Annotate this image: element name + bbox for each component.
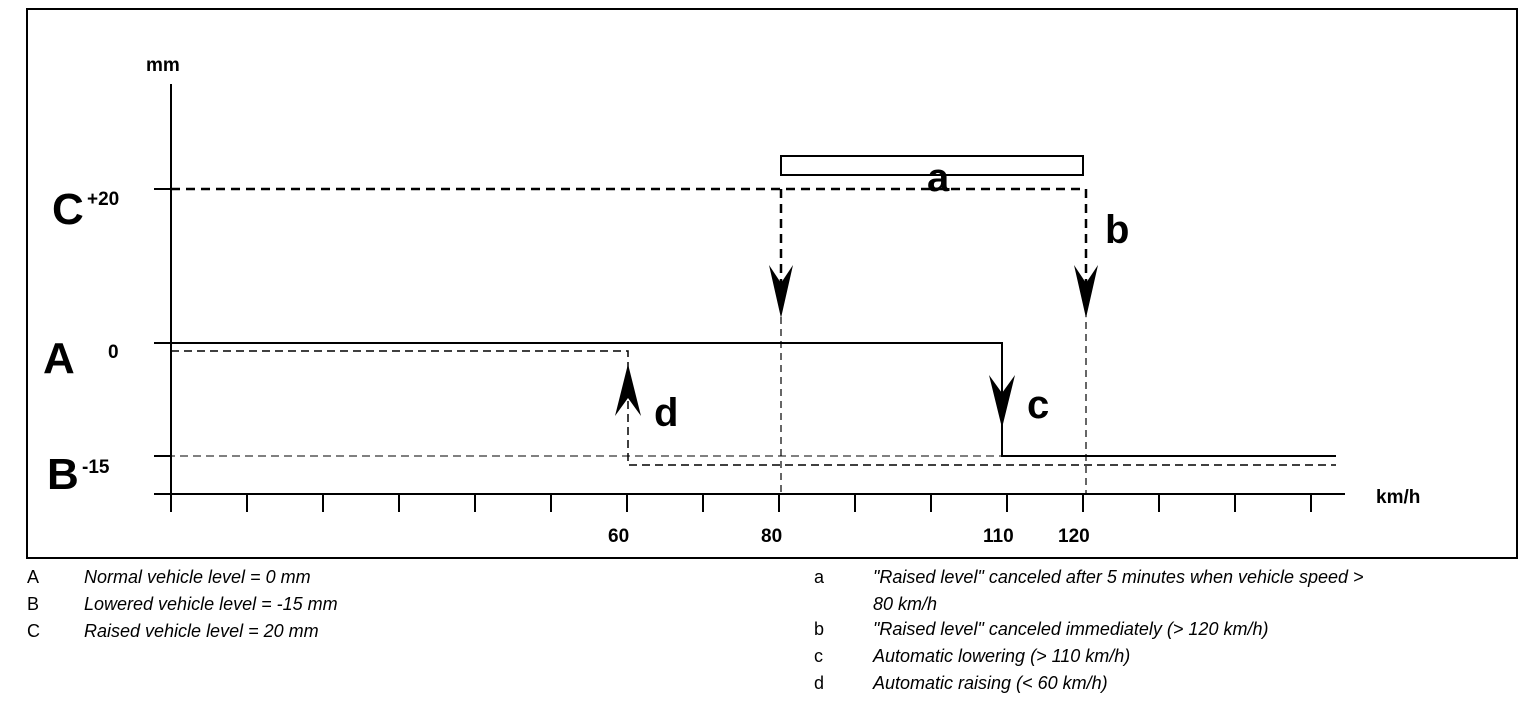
level-c-letter: C bbox=[52, 185, 84, 234]
legend-key: A bbox=[27, 567, 40, 587]
callout-d: d bbox=[654, 391, 678, 435]
level-a-letter: A bbox=[43, 334, 75, 383]
x-tick-label-60: 60 bbox=[608, 526, 629, 547]
level-b-letter: B bbox=[47, 450, 79, 499]
legend-key: d bbox=[814, 673, 825, 693]
level-c-value: +20 bbox=[87, 189, 119, 210]
legend-text: Raised vehicle level = 20 mm bbox=[84, 621, 319, 641]
raising-path bbox=[171, 350, 1336, 466]
callout-a: a bbox=[927, 156, 950, 200]
legend-key: B bbox=[27, 594, 40, 614]
legend-item-d-transition: d Automatic raising (< 60 km/h) bbox=[814, 670, 1514, 697]
level-a-value: 0 bbox=[108, 342, 119, 363]
legend-levels: A Normal vehicle level = 0 mm B Lowered … bbox=[27, 564, 587, 645]
legend-key: c bbox=[814, 646, 823, 666]
legend-item-c: C Raised vehicle level = 20 mm bbox=[27, 618, 587, 645]
legend-key: C bbox=[27, 621, 40, 641]
legend-key: a bbox=[814, 567, 825, 587]
legend-item-a-transition: a "Raised level" canceled after 5 minute… bbox=[814, 564, 1514, 616]
legend-text-line1: "Raised level" canceled after 5 minutes … bbox=[873, 567, 1364, 587]
x-tick-label-80: 80 bbox=[761, 526, 782, 547]
legend-key: b bbox=[814, 619, 825, 639]
legend-transitions: a "Raised level" canceled after 5 minute… bbox=[814, 564, 1514, 697]
x-tick-label-110: 110 bbox=[983, 526, 1014, 547]
legend-text: Lowered vehicle level = -15 mm bbox=[84, 594, 338, 614]
x-tick-marks bbox=[170, 494, 1312, 512]
legend-text: "Raised level" canceled after 5 minutes … bbox=[873, 564, 1364, 618]
legend-item-b-transition: b "Raised level" canceled immediately (>… bbox=[814, 616, 1514, 643]
x-unit-label: km/h bbox=[1376, 487, 1420, 508]
legend-item-a: A Normal vehicle level = 0 mm bbox=[27, 564, 587, 591]
arrow-down-110-icon bbox=[989, 375, 1015, 428]
legend-item-b: B Lowered vehicle level = -15 mm bbox=[27, 591, 587, 618]
diagram-frame bbox=[26, 8, 1518, 559]
arrow-up-60-icon bbox=[615, 364, 641, 416]
raised-level-line bbox=[171, 187, 1088, 310]
legend-text: Automatic raising (< 60 km/h) bbox=[873, 673, 1108, 693]
legend-item-c-transition: c Automatic lowering (> 110 km/h) bbox=[814, 643, 1514, 670]
legend-text: Normal vehicle level = 0 mm bbox=[84, 567, 311, 587]
bracket-a bbox=[780, 155, 1084, 176]
callout-b: b bbox=[1105, 208, 1129, 252]
level-b-value: -15 bbox=[82, 457, 110, 478]
normal-level-line bbox=[171, 342, 1336, 457]
y-unit-label: mm bbox=[146, 55, 180, 76]
callout-c: c bbox=[1027, 383, 1049, 427]
arrow-down-80-icon bbox=[769, 265, 793, 318]
legend-text: Automatic lowering (> 110 km/h) bbox=[873, 646, 1131, 666]
x-tick-label-120: 120 bbox=[1058, 526, 1090, 547]
legend-text: "Raised level" canceled immediately (> 1… bbox=[873, 619, 1269, 639]
legend-text-line2: 80 km/h bbox=[873, 594, 938, 614]
arrow-down-120-icon bbox=[1074, 265, 1098, 318]
